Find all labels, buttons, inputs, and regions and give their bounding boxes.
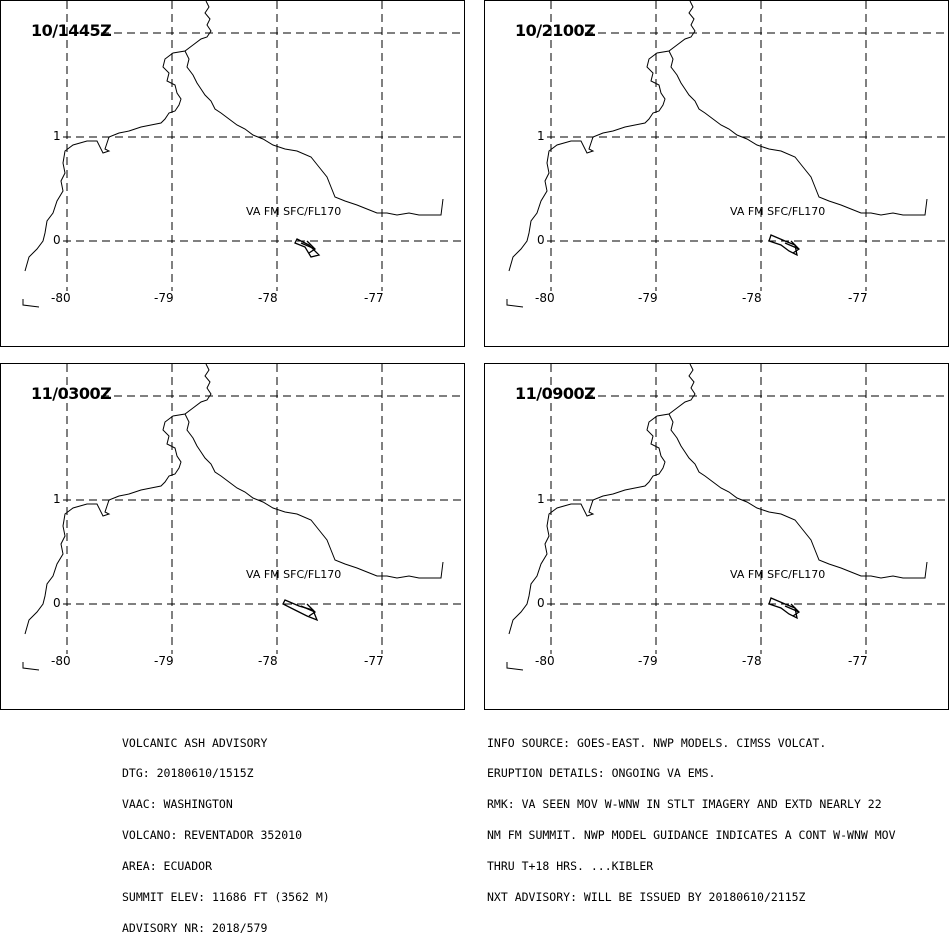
va-layer-label: VA FM SFC/FL170 [246,568,342,581]
advisory-header-block: VOLCANIC ASH ADVISORY DTG: 20180610/1515… [122,717,330,944]
lon-label: -80 [535,654,555,668]
advisory-remarks-block: INFO SOURCE: GOES-EAST. NWP MODELS. CIMS… [487,717,896,913]
map-graphic [506,1,948,308]
lon-label: -80 [51,654,71,668]
ash-plume-area [294,238,321,258]
map-panel-1: 10/1445Z VA FM SFC/FL170 1 0 -80 -79 -78… [0,0,465,347]
lon-label: -80 [535,291,555,305]
advisory-line: AREA: ECUADOR [122,859,213,874]
panel-time: 10/1445Z [31,21,112,40]
country-border [184,413,444,579]
advisory-line: VOLCANO: REVENTADOR 352010 [122,828,303,843]
advisory-line: SUMMIT ELEV: 11686 FT (3562 M) [122,890,330,905]
map-panel-2: 10/2100Z VA FM SFC/FL170 1 0 -80 -79 -78… [484,0,949,347]
map-panel-4: 11/0900Z VA FM SFC/FL170 1 0 -80 -79 -78… [484,363,949,710]
lat-label-0: 0 [537,233,545,247]
volcano-marker [784,240,801,254]
country-border [508,364,696,635]
coast-fragment [22,662,40,671]
lon-label: -77 [848,654,868,668]
country-border [668,413,928,579]
advisory-line: NXT ADVISORY: WILL BE ISSUED BY 20180610… [487,890,806,905]
country-border [668,50,928,216]
va-layer-label: VA FM SFC/FL170 [246,205,342,218]
country-border [508,1,696,272]
volcano-marker [300,603,317,617]
country-border [184,50,444,216]
advisory-line: VAAC: WASHINGTON [122,797,233,812]
volcano-marker [784,603,801,617]
lat-label-1: 1 [53,492,61,506]
lon-label: -78 [258,654,278,668]
lat-label-1: 1 [537,129,545,143]
advisory-line: ADVISORY NR: 2018/579 [122,920,268,935]
lon-label: -80 [51,291,71,305]
advisory-line: VOLCANIC ASH ADVISORY [122,735,268,750]
country-border [24,364,212,635]
ash-plume-area [768,597,798,620]
va-layer-label: VA FM SFC/FL170 [730,205,826,218]
lon-label: -77 [364,291,384,305]
lon-label: -79 [638,654,658,668]
coast-fragment [22,299,40,308]
lat-label-1: 1 [53,129,61,143]
panel-time: 11/0900Z [515,384,596,403]
coast-fragment [506,299,524,308]
advisory-line: DTG: 20180610/1515Z [122,766,254,781]
advisory-line: THRU T+18 HRS. ...KIBLER [487,859,654,874]
coast-fragment [506,662,524,671]
va-layer-label: VA FM SFC/FL170 [730,568,826,581]
map-graphic [506,364,948,671]
advisory-line: RMK: VA SEEN MOV W-WNW IN STLT IMAGERY A… [487,797,882,812]
lon-label: -79 [154,291,174,305]
lon-label: -78 [742,291,762,305]
lon-label: -78 [742,654,762,668]
advisory-line: INFO SOURCE: GOES-EAST. NWP MODELS. CIMS… [487,735,827,750]
advisory-line: ERUPTION DETAILS: ONGOING VA EMS. [487,766,716,781]
lon-label: -79 [638,291,658,305]
lon-label: -79 [154,654,174,668]
map-graphic [22,1,464,308]
lon-label: -77 [364,654,384,668]
map-graphic [22,364,464,671]
ash-plume-area [768,234,798,257]
lat-label-0: 0 [537,596,545,610]
panel-time: 11/0300Z [31,384,112,403]
volcano-marker [300,240,317,254]
country-border [24,1,212,272]
lat-label-1: 1 [537,492,545,506]
panel-time: 10/2100Z [515,21,596,40]
advisory-line: NM FM SUMMIT. NWP MODEL GUIDANCE INDICAT… [487,828,896,843]
lon-label: -78 [258,291,278,305]
lat-label-0: 0 [53,233,61,247]
map-panel-3: 11/0300Z VA FM SFC/FL170 1 0 -80 -79 -78… [0,363,465,710]
lon-label: -77 [848,291,868,305]
lat-label-0: 0 [53,596,61,610]
